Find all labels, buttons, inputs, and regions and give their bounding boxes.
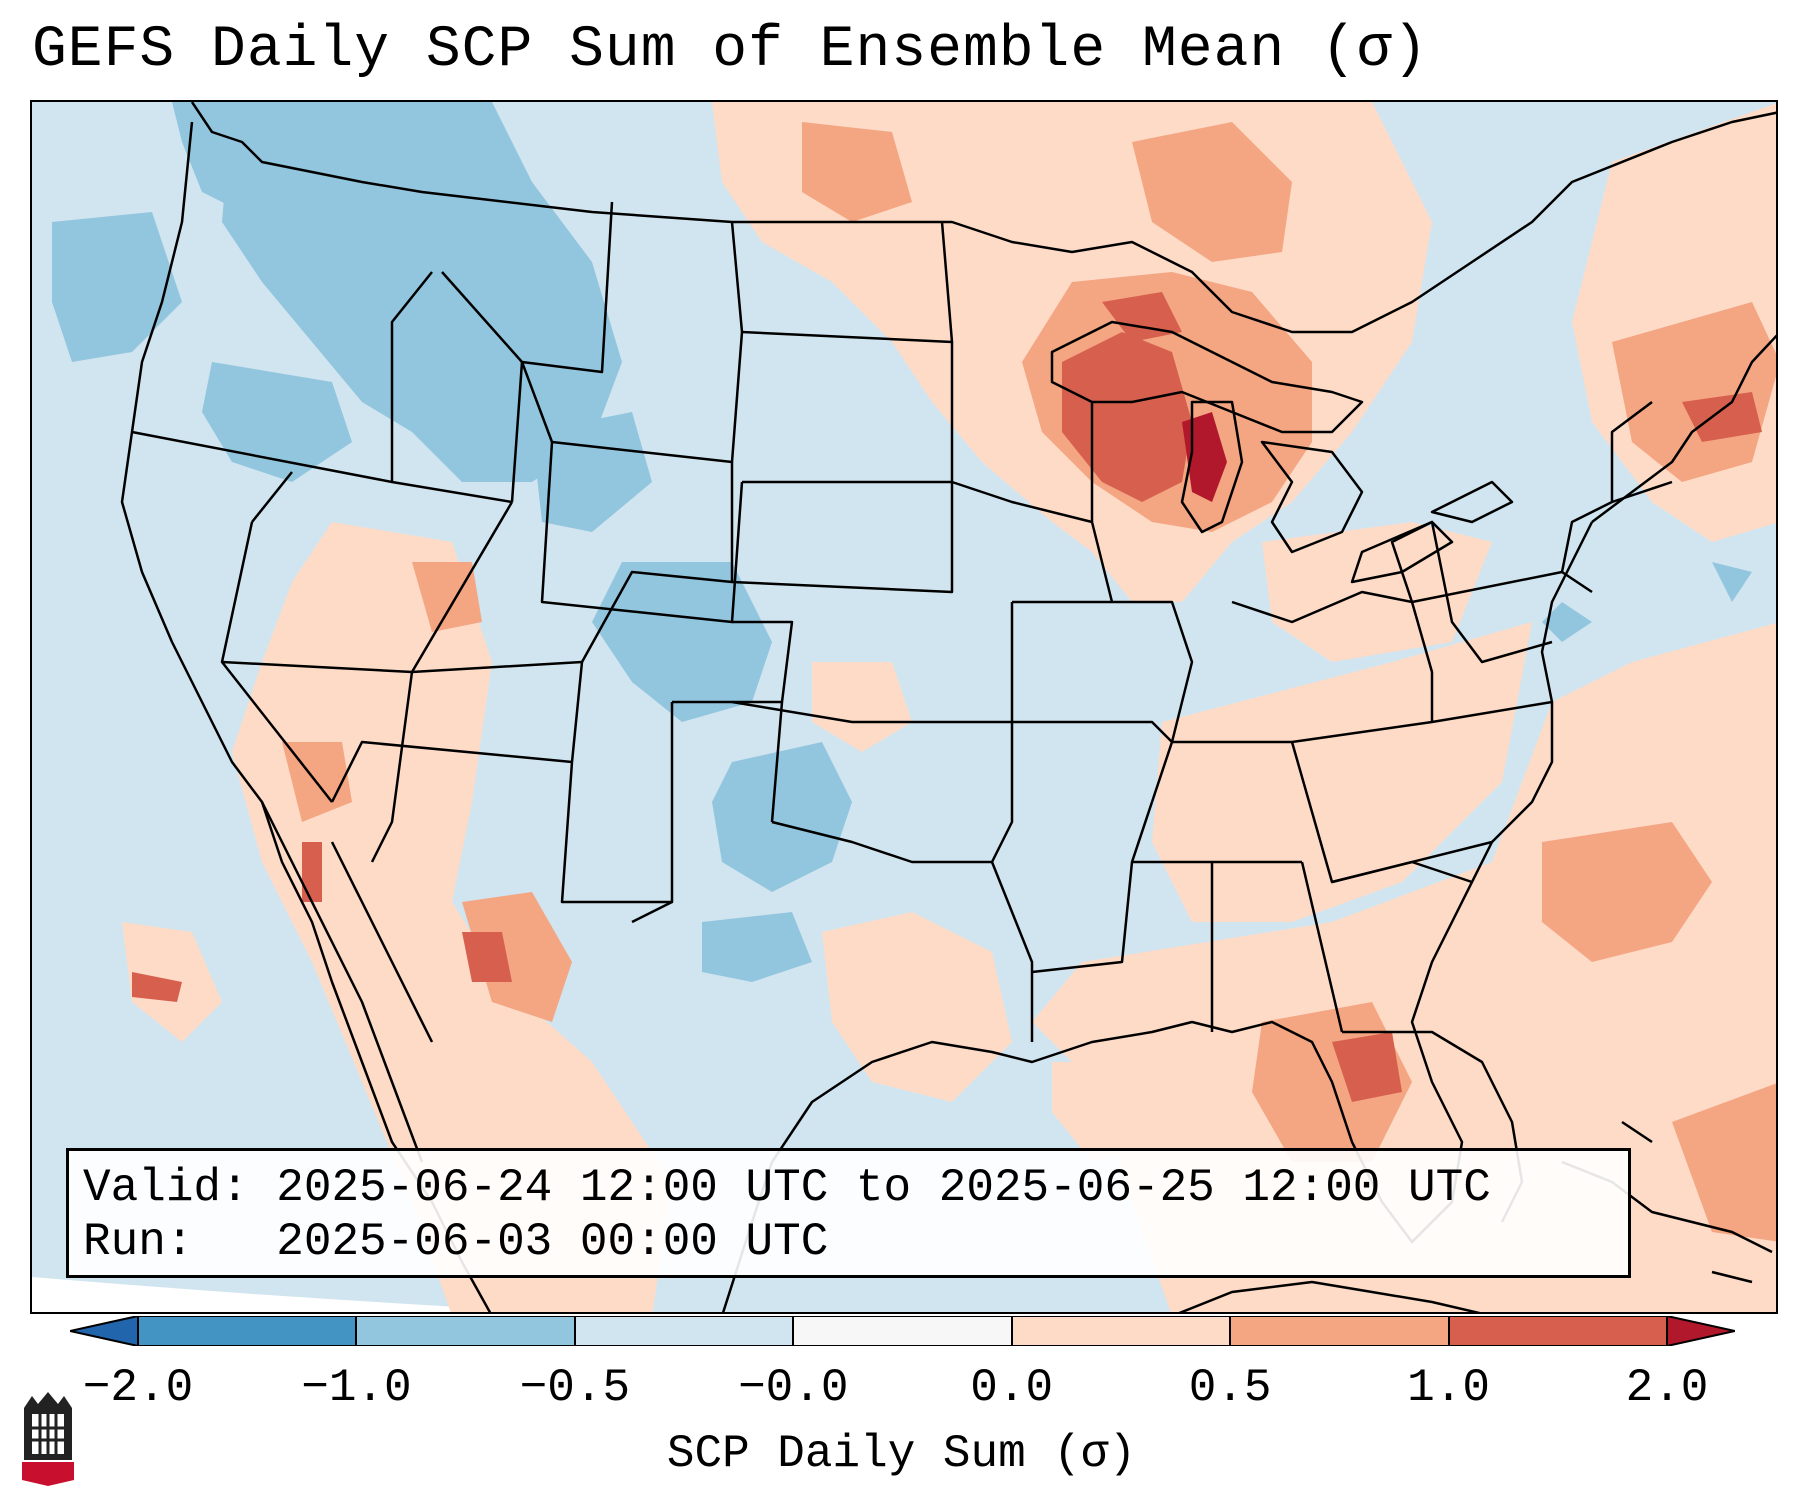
projection-edge — [32, 1277, 551, 1312]
colorbar-tick-label: −0.0 — [738, 1362, 849, 1414]
map-canvas — [32, 102, 1776, 1312]
colorbar-tick-mark — [355, 1316, 358, 1346]
colorbar-tick-label: −2.0 — [82, 1362, 194, 1414]
map-panel — [30, 100, 1778, 1314]
colorbar-segment — [138, 1316, 357, 1346]
colorbar-label: SCP Daily Sum (σ) — [666, 1428, 1137, 1480]
colorbar-tick-mark — [573, 1316, 576, 1346]
colorbar-segment — [1230, 1316, 1450, 1346]
colorbar-tick-label: 0.5 — [1188, 1362, 1272, 1414]
colorbar-segment — [356, 1316, 576, 1346]
colorbar-tick-mark — [1229, 1316, 1232, 1346]
colorbar-segment — [1011, 1316, 1231, 1346]
valid-line: Valid: 2025-06-24 12:00 UTC to 2025-06-2… — [83, 1162, 1491, 1214]
colorbar-under-extend — [70, 1316, 138, 1346]
colorbar-tick-mark — [1010, 1316, 1013, 1346]
colorbar-segment — [793, 1316, 1013, 1346]
validity-info-box: Valid: 2025-06-24 12:00 UTC to 2025-06-2… — [66, 1148, 1631, 1278]
colorbar-tick-mark — [137, 1316, 139, 1346]
colorbar-tick-mark — [1447, 1316, 1450, 1346]
negative-anomaly-regions — [52, 102, 1752, 982]
colorbar-tick-label: 2.0 — [1625, 1362, 1709, 1414]
colorbar-tick-label: 0.0 — [970, 1362, 1054, 1414]
colorbar-tick-label: −0.5 — [519, 1362, 631, 1414]
run-line: Run: 2025-06-03 00:00 UTC — [83, 1216, 829, 1268]
colorbar-segment — [1448, 1316, 1668, 1346]
colorbar — [70, 1316, 1735, 1346]
colorbar-tick-label: 1.0 — [1407, 1362, 1490, 1414]
colorbar-over-extend — [1667, 1316, 1735, 1346]
colorbar-segment — [574, 1316, 794, 1346]
niu-logo — [22, 1392, 74, 1486]
chart-title: GEFS Daily SCP Sum of Ensemble Mean (σ) — [32, 18, 1429, 83]
colorbar-tick-mark — [1666, 1316, 1668, 1346]
colorbar-tick-mark — [792, 1316, 795, 1346]
colorbar-tick-label: −1.0 — [301, 1362, 412, 1414]
